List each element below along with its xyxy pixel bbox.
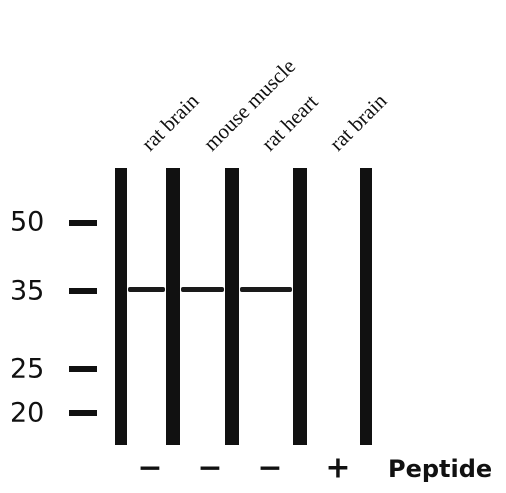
marker-tick <box>69 410 97 416</box>
marker-ticks <box>69 220 97 416</box>
separator <box>225 168 239 445</box>
peptide-label: Peptide <box>388 455 492 483</box>
marker-label: 25 <box>10 354 44 385</box>
band <box>240 287 292 292</box>
marker-label: 50 <box>10 207 44 238</box>
lane-label: rat brain <box>325 88 392 155</box>
marker-tick <box>69 220 97 226</box>
band <box>181 287 224 292</box>
western-blot: rat brain mouse muscle rat heart rat bra… <box>0 0 506 493</box>
marker-tick <box>69 366 97 372</box>
lane-separators <box>115 168 372 445</box>
peptide-sign: − <box>137 451 162 486</box>
marker-tick <box>69 288 97 294</box>
separator <box>115 168 127 445</box>
separator <box>166 168 180 445</box>
peptide-sign: − <box>257 451 282 486</box>
peptide-sign: − <box>197 451 222 486</box>
bands <box>128 287 292 292</box>
separator <box>293 168 307 445</box>
peptide-sign: + <box>325 451 350 486</box>
separator <box>360 168 372 445</box>
marker-label: 35 <box>10 276 44 307</box>
marker-label: 20 <box>10 398 44 429</box>
lane-label: rat brain <box>137 88 204 155</box>
band <box>128 287 165 292</box>
